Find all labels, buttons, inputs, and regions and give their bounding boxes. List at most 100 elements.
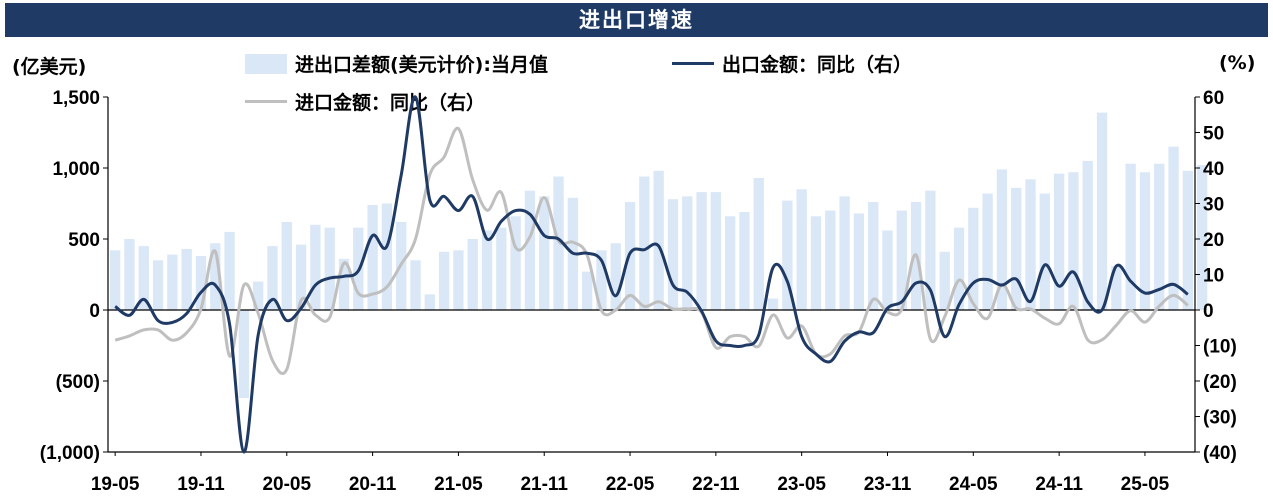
bar-trade-balance-2023-08 xyxy=(839,196,850,310)
bar-trade-balance-2023-02 xyxy=(753,177,764,310)
bar-trade-balance-2023-07 xyxy=(825,210,836,310)
bar-trade-balance-undefined xyxy=(1197,165,1208,310)
legend-swatch-import xyxy=(245,100,287,103)
bar-trade-balance-2024-04 xyxy=(953,227,965,310)
bar-trade-balance-2022-02 xyxy=(581,271,593,310)
legend-item-trade-balance: 进出口差额(美元计价):当月值 xyxy=(245,50,548,77)
bar-trade-balance-2020-07 xyxy=(310,224,321,310)
right-tick-label: (10) xyxy=(1203,337,1237,358)
right-tick-label: 50 xyxy=(1203,124,1224,145)
x-tick-label: 23-05 xyxy=(777,474,826,495)
bar-trade-balance-2020-08 xyxy=(324,227,335,310)
bar-trade-balance-2021-06 xyxy=(467,239,478,310)
bar-trade-balance-2025-06 xyxy=(1154,163,1165,310)
right-tick-label: 10 xyxy=(1203,266,1224,287)
bar-trade-balance-2024-05 xyxy=(968,207,979,310)
bar-trade-balance-2021-10 xyxy=(524,190,536,310)
x-tick-label: 20-11 xyxy=(349,474,397,495)
left-tick-label: 1,000 xyxy=(52,159,100,180)
bar-trade-balance-2021-11 xyxy=(539,196,550,310)
bar-trade-balance-2023-10 xyxy=(868,202,879,310)
bar-trade-balance-2023-03 xyxy=(767,298,779,310)
bar-trade-balance-2020-06 xyxy=(295,244,307,310)
bar-trade-balance-2019-12 xyxy=(210,243,221,310)
bar-trade-balance-2020-11 xyxy=(367,204,378,310)
left-tick-label: 1,500 xyxy=(52,88,100,109)
bar-trade-balance-2023-04 xyxy=(782,200,793,310)
right-tick-label: (20) xyxy=(1203,372,1237,393)
bar-trade-balance-2021-04 xyxy=(438,251,450,310)
legend-swatch-export xyxy=(672,62,714,65)
chart-title: 进出口增速 xyxy=(5,3,1268,37)
bar-trade-balance-2024-12 xyxy=(1068,172,1079,310)
bar-trade-balance-2022-10 xyxy=(696,192,707,310)
bar-trade-balance-2021-05 xyxy=(453,250,464,310)
bar-trade-balance-2019-05 xyxy=(110,250,121,310)
bar-trade-balance-2021-09 xyxy=(510,216,521,310)
x-tick-label: 24-05 xyxy=(949,474,998,495)
bar-trade-balance-2024-11 xyxy=(1053,173,1065,310)
bar-trade-balance-2024-02 xyxy=(925,190,936,310)
left-tick-label: 0 xyxy=(89,301,100,322)
bar-trade-balance-2020-09 xyxy=(338,258,350,310)
bar-trade-balance-2020-02 xyxy=(238,310,250,399)
bar-trade-balance-2025-04 xyxy=(1125,163,1136,310)
x-tick-label: 19-11 xyxy=(177,474,225,495)
line-import-yoy xyxy=(114,126,1189,375)
bar-trade-balance-2024-07 xyxy=(996,169,1008,310)
bar-trade-balance-2019-08 xyxy=(152,260,164,310)
bar-trade-balance-2019-09 xyxy=(167,254,178,310)
x-tick-label: 22-05 xyxy=(606,474,655,495)
bar-trade-balance-2025-02 xyxy=(1096,112,1108,311)
right-tick-label: 40 xyxy=(1203,159,1224,180)
x-tick-label: 21-11 xyxy=(520,474,568,495)
bar-trade-balance-2022-08 xyxy=(667,199,679,310)
bar-trade-balance-2024-06 xyxy=(982,193,993,310)
right-tick-label: 30 xyxy=(1203,195,1224,216)
bar-trade-balance-2023-05 xyxy=(796,189,807,310)
bar-trade-balance-2022-03 xyxy=(596,250,607,310)
legend-label-export: 出口金额：同比（右） xyxy=(722,54,913,76)
bar-trade-balance-2025-05 xyxy=(1139,172,1151,310)
bar-trade-balance-2024-10 xyxy=(1039,193,1050,310)
right-axis-unit: (%) xyxy=(1219,52,1256,74)
bar-trade-balance-2022-12 xyxy=(725,216,736,310)
bar-trade-balance-2019-07 xyxy=(138,246,149,310)
x-tick-label: 23-11 xyxy=(864,474,912,495)
bar-trade-balance-2024-03 xyxy=(939,251,950,310)
bar-trade-balance-2025-07 xyxy=(1168,146,1179,310)
bar-trade-balance-2020-12 xyxy=(381,203,393,310)
bar-trade-balance-2021-02 xyxy=(410,260,421,310)
x-tick-label: 21-05 xyxy=(434,474,483,495)
bar-trade-balance-2022-04 xyxy=(610,243,621,310)
right-tick-label: 20 xyxy=(1203,230,1224,251)
bar-trade-balance-2021-08 xyxy=(496,227,507,310)
bar-trade-balance-2022-06 xyxy=(639,176,650,310)
bar-trade-balance-2019-06 xyxy=(124,239,135,310)
legend-label-import: 进口金额：同比（右） xyxy=(295,92,486,114)
left-axis-unit: (亿美元) xyxy=(12,56,87,78)
bar-trade-balance-2023-09 xyxy=(853,213,865,310)
bar-trade-balance-2025-08 xyxy=(1182,170,1193,310)
right-tick-label: 60 xyxy=(1203,88,1224,109)
bar-trade-balance-2023-06 xyxy=(810,216,822,310)
bar-trade-balance-2024-09 xyxy=(1025,179,1036,310)
line-export-yoy xyxy=(114,95,1189,454)
bar-trade-balance-2020-03 xyxy=(253,281,264,310)
bar-trade-balance-2020-05 xyxy=(281,221,292,310)
bar-trade-balance-2020-04 xyxy=(267,246,278,310)
bar-trade-balance-2025-03 xyxy=(1111,265,1122,310)
left-tick-label: 500 xyxy=(68,230,100,251)
right-tick-label: (40) xyxy=(1203,443,1237,464)
bar-trade-balance-2019-11 xyxy=(195,256,207,310)
x-tick-label: 19-05 xyxy=(91,474,140,495)
bar-trade-balance-2020-01 xyxy=(224,231,235,310)
legend-item-import: 进口金额：同比（右） xyxy=(245,88,485,115)
legend-item-export: 出口金额：同比（右） xyxy=(672,50,912,77)
right-tick-label: (30) xyxy=(1203,408,1237,429)
right-tick-label: 0 xyxy=(1203,301,1214,322)
bar-trade-balance-2021-03 xyxy=(424,294,435,310)
left-tick-label: (1,000) xyxy=(40,443,100,464)
bar-trade-balance-2024-08 xyxy=(1011,187,1022,310)
